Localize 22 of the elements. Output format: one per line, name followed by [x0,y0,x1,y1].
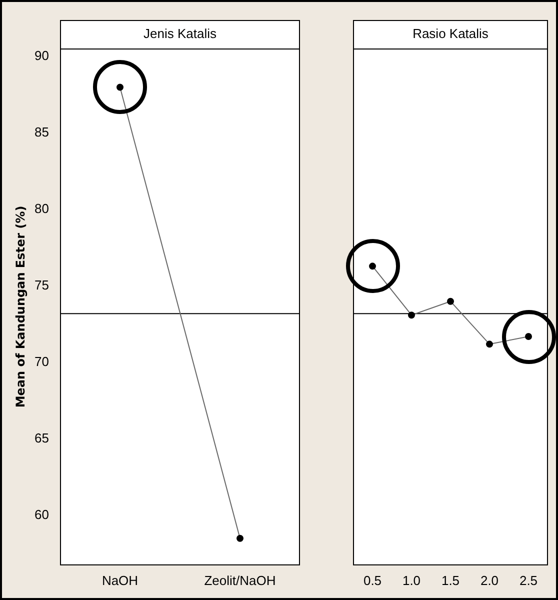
x-tick-label: 1.0 [402,572,421,588]
y-axis-title: Mean of Kandungan Ester (%) [13,206,28,408]
y-tick-label: 80 [34,201,49,216]
point [369,262,376,270]
point [408,312,415,319]
x-tick-label: 1.5 [441,572,460,588]
y-tick-label: 65 [34,430,49,446]
chart-title: Jenis Katalis [144,26,217,42]
y-tick-label: 75 [34,278,49,293]
point [525,333,532,340]
y-tick-label: 70 [34,354,49,370]
x-tick-label: 0.5 [363,572,382,588]
x-tick-label: NaOH [102,572,138,588]
x-tick-label: 2.0 [480,572,499,588]
y-tick-label: 90 [34,48,49,64]
point [486,340,493,348]
x-tick-label: Zeolit/NaOH [204,572,276,588]
chart-title: Rasio Katalis [412,26,489,42]
x-tick-label: 2.5 [519,572,538,588]
point [447,298,454,305]
y-tick-label: 85 [34,124,49,140]
y-tick-label: 60 [34,507,49,522]
